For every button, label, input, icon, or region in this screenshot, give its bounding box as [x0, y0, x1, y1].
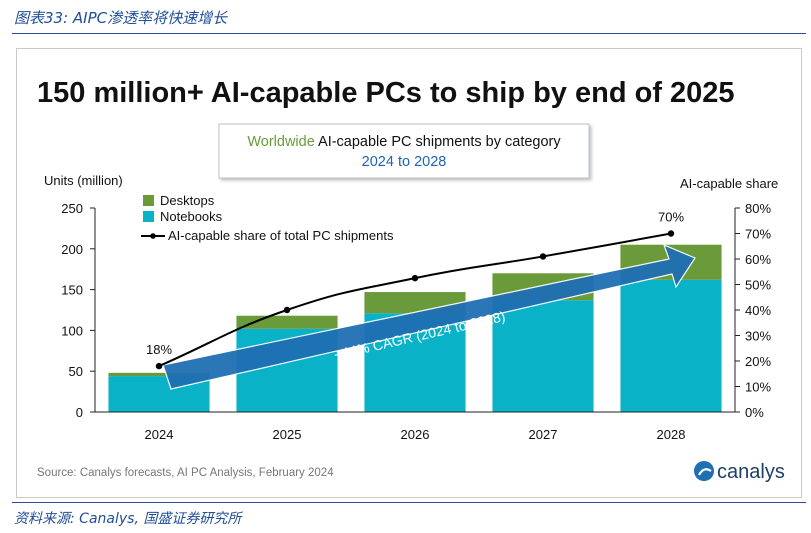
x-tick-label: 2025	[273, 427, 302, 442]
subtitle-accent: Worldwide	[247, 134, 314, 150]
source-note: Source: Canalys forecasts, AI PC Analysi…	[37, 467, 334, 479]
canalys-logo-text: canalys	[717, 461, 785, 483]
x-tick-label: 2024	[145, 427, 174, 442]
right-tick-label: 10%	[745, 380, 771, 395]
share-line-group: 18% 70%	[146, 210, 684, 370]
legend-line-marker	[150, 233, 156, 239]
subtitle-box	[218, 123, 590, 179]
left-tick-label: 150	[61, 283, 83, 298]
top-rule	[12, 33, 806, 34]
bar-notebooks	[620, 279, 722, 412]
right-axis: 0% 10% 20% 30% 40% 50% 60% 70% 80%	[734, 201, 771, 420]
left-tick-label: 50	[69, 364, 83, 379]
left-tick-label: 200	[61, 242, 83, 257]
left-tick-label: 250	[61, 201, 83, 216]
legend-swatch-notebooks	[143, 211, 154, 222]
subtitle-rest: AI-capable PC shipments by category	[315, 134, 562, 150]
x-axis-labels: 2024 2025 2026 2027 2028	[95, 411, 735, 442]
subtitle-line-2: 2024 to 2028	[362, 154, 447, 170]
bar-notebooks	[492, 300, 594, 412]
right-tick-label: 30%	[745, 329, 771, 344]
share-point-label: 18%	[146, 342, 172, 357]
canalys-logo: canalys	[694, 461, 785, 483]
share-point	[667, 230, 675, 237]
left-axis-title: Units (million)	[44, 173, 123, 188]
legend-swatch-desktops	[143, 195, 154, 206]
x-tick-label: 2027	[529, 427, 558, 442]
subtitle-line-1: Worldwide AI-capable PC shipments by cat…	[247, 134, 561, 150]
right-tick-label: 0%	[745, 405, 764, 420]
bottom-rule	[12, 502, 806, 503]
share-point	[411, 274, 419, 282]
share-point	[539, 253, 547, 260]
chart-headline: 150 million+ AI-capable PCs to ship by e…	[37, 77, 735, 109]
right-tick-label: 20%	[745, 354, 771, 369]
right-tick-label: 80%	[745, 201, 771, 216]
right-tick-label: 50%	[745, 278, 771, 293]
right-tick-label: 70%	[745, 227, 771, 242]
left-tick-label: 0	[76, 405, 83, 420]
share-point-label: 70%	[658, 210, 684, 225]
left-axis: 0 50 100 150 200 250	[61, 201, 96, 420]
legend-label-share: AI-capable share of total PC shipments	[168, 228, 394, 243]
x-tick-label: 2028	[657, 427, 686, 442]
source-caption: 资料来源: Canalys, 国盛证券研究所	[14, 511, 242, 527]
figure-caption: 图表33: AIPC渗透率将快速增长	[14, 9, 228, 27]
share-point	[155, 362, 163, 370]
right-tick-label: 40%	[745, 303, 771, 318]
right-tick-label: 60%	[745, 252, 771, 267]
bar-desktops	[108, 372, 210, 377]
legend-label-desktops: Desktops	[160, 193, 215, 208]
right-axis-title: AI-capable share	[680, 176, 778, 191]
canalys-logo-icon	[694, 461, 714, 481]
legend-label-notebooks: Notebooks	[160, 209, 223, 224]
share-point	[283, 306, 291, 314]
left-tick-label: 100	[61, 323, 83, 338]
cagr-arrow-shape	[162, 243, 696, 390]
x-tick-label: 2026	[401, 427, 430, 442]
